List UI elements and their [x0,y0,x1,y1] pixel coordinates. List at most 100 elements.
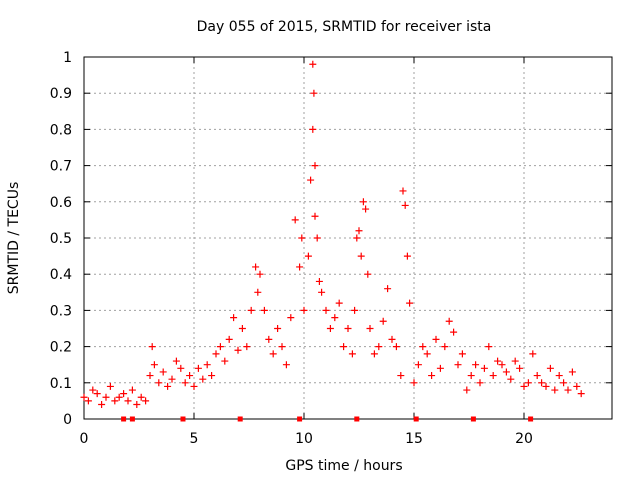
data-point [212,350,220,358]
data-point [364,270,372,278]
data-point [480,364,488,372]
data-point [221,357,229,365]
data-point [300,306,308,314]
data-point [256,270,264,278]
data-point [362,205,370,213]
data-point [190,382,198,390]
data-point [172,357,180,365]
data-point [419,343,427,351]
data-point [124,397,132,405]
data-point [375,343,383,351]
data-point [485,343,493,351]
baseline-marker [129,416,135,422]
data-point [454,361,462,369]
data-point [414,361,422,369]
data-point [120,390,128,398]
y-tick-label: 0.2 [50,340,72,356]
data-point [331,314,339,322]
data-point [555,372,563,380]
data-point [359,198,367,206]
data-point [397,372,405,380]
data-point [181,379,189,387]
data-point [128,386,136,394]
data-point [278,343,286,351]
data-point [148,343,156,351]
grid-lines [84,57,612,419]
data-point [445,317,453,325]
data-point [243,343,251,351]
data-point [265,335,273,343]
data-point [516,364,524,372]
data-point [502,368,510,376]
data-point [529,350,537,358]
data-point [93,390,101,398]
data-point [551,386,559,394]
data-point [307,176,315,184]
data-point [310,89,318,97]
data-point [351,306,359,314]
data-point [84,397,92,405]
data-point [476,379,484,387]
y-tick-label: 0.7 [50,159,72,175]
data-point [106,382,114,390]
data-point [379,317,387,325]
data-point [577,390,585,398]
data-point [511,357,519,365]
axis-ticks: 00.10.20.30.40.50.60.70.80.910 5 10 15 20 [50,50,612,447]
data-point [353,234,361,242]
data-point [234,346,242,354]
y-tick-label: 0.8 [50,122,72,138]
data-point [199,375,207,383]
y-tick-label: 0.1 [50,376,72,392]
data-point [274,325,282,332]
data-point [318,288,326,296]
x-tick-label: 0 [80,431,89,447]
baseline-marker [237,416,243,422]
data-point [524,379,532,387]
plot-frame [83,56,613,420]
data-points [80,60,585,409]
data-point [168,375,176,383]
baseline-markers [121,416,534,422]
x-tick-label: 10 [295,431,313,447]
data-point [344,325,352,332]
data-point [282,361,290,369]
data-point [133,401,141,409]
data-point [309,125,317,133]
data-point [458,350,466,358]
y-tick-label: 1 [63,50,72,66]
data-point [489,372,497,380]
data-point [269,350,277,358]
data-point [436,364,444,372]
data-point [230,314,238,322]
y-tick-label: 0.5 [50,231,72,247]
data-point [472,361,480,369]
data-point [186,372,194,380]
data-point [546,364,554,372]
y-axis-label: SRMTID / TECUs [6,182,22,295]
data-point [311,212,319,220]
data-point [216,343,224,351]
data-point [392,343,400,351]
data-point [142,397,150,405]
baseline-marker [470,416,476,422]
data-point [203,361,211,369]
data-point [194,364,202,372]
data-point [322,306,330,314]
data-point [291,216,299,224]
data-point [467,372,475,380]
data-point [102,393,110,401]
data-point [573,382,581,390]
x-tick-label: 15 [405,431,423,447]
data-point [560,379,568,387]
baseline-marker [528,416,534,422]
data-point [340,343,348,351]
data-point [494,357,502,365]
data-point [428,372,436,380]
data-point [298,234,306,242]
baseline-marker [354,416,360,422]
data-point [177,364,185,372]
data-point [315,277,323,285]
y-tick-label: 0 [63,412,72,428]
